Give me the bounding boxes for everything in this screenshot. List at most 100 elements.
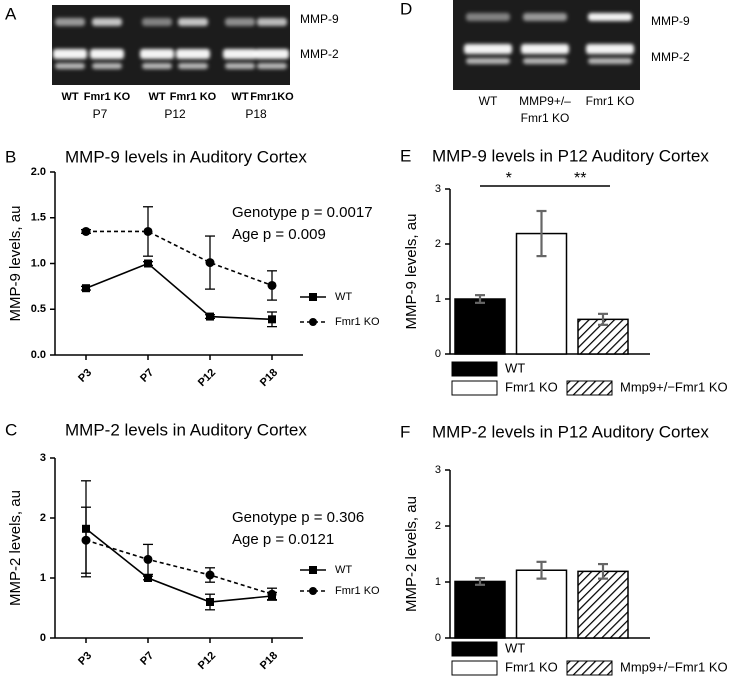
lane-label: Fmr1KO [250,91,294,103]
data-point [206,312,214,321]
y-tick-label: 3 [435,183,441,195]
gel-background [52,5,290,85]
lane-label: WT [61,91,78,103]
annotation: Age p = 0.009 [232,226,326,243]
legend-swatch [451,380,498,396]
data-point [81,226,91,236]
series-line [85,262,273,321]
data-point [81,535,91,545]
gel-band [466,58,510,64]
panel-letter: A [5,4,17,23]
annotation: Genotype p = 0.0017 [232,204,373,221]
panel-letter: E [400,146,411,165]
lane-label: WT [148,91,165,103]
y-axis-label: MMP-2 levels, au [7,490,24,606]
x-tick-label: P7 [138,650,156,668]
annotation: Age p = 0.0121 [232,531,334,548]
gel-band [586,44,634,54]
gel-band [53,49,87,59]
series-line [85,528,273,603]
band-label: MMP-9 [300,12,339,26]
y-tick-label: 2 [40,512,46,524]
series-line [85,539,273,595]
legend-label: Fmr1 KO [505,379,558,394]
legend-swatch [566,660,613,676]
y-tick-label: 1 [435,576,441,588]
legend-label: Fmr1 KO [335,585,380,597]
lane-label: Fmr1 KO [521,111,570,125]
gel-band [523,13,567,21]
bar [515,569,568,639]
data-point [143,554,153,564]
legend-marker [309,587,317,595]
x-tick-label: P12 [196,367,218,389]
gel-band [521,44,569,54]
legend-marker [309,566,317,574]
chart-title: MMP-9 levels in P12 Auditory Cortex [432,146,709,165]
y-tick-label: 3 [435,464,441,476]
legend-label: WT [335,564,352,576]
legend-label: Mmp9+/−Fmr1 KO [620,659,728,674]
band-label: MMP-2 [300,47,339,61]
y-axis-label: MMP-9 levels, au [7,206,24,322]
gel-band [92,18,122,26]
y-tick-label: 2 [435,238,441,250]
y-tick-label: 1 [40,572,46,584]
group-label: P18 [245,107,267,121]
legend-label: Fmr1 KO [505,659,558,674]
data-point [144,574,152,582]
chart-title: MMP-2 levels in P12 Auditory Cortex [432,422,709,441]
data-point [206,598,214,606]
legend-label: Mmp9+/−Fmr1 KO [620,379,728,394]
chart-title: MMP-9 levels in Auditory Cortex [65,147,307,166]
gel-band [588,13,632,21]
data-point [144,259,152,268]
gel-bands [464,13,634,64]
gel-band [464,44,512,54]
gel-band [223,49,257,59]
gel-band [142,18,172,26]
y-tick-label: 1.5 [31,212,46,224]
y-tick-label: 0 [435,632,441,644]
x-tick-label: P3 [76,650,94,668]
y-tick-label: 1 [435,293,441,305]
y-tick-label: 3 [40,452,46,464]
data-point [267,589,277,599]
gel-band [90,49,124,59]
gel-band [523,58,567,64]
chart-title: MMP-2 levels in Auditory Cortex [65,420,307,439]
gel-band [257,63,287,69]
legend-swatch [566,380,613,396]
data-point [205,570,215,580]
legend-label: Fmr1 KO [335,316,380,328]
legend-label: WT [505,640,525,655]
gel-band [178,63,208,69]
annotation: Genotype p = 0.306 [232,509,364,526]
lane-label: WT [231,91,248,103]
bar [577,570,629,639]
gel-band [466,13,510,21]
y-tick-label: 2 [435,520,441,532]
gel-band [55,63,85,69]
lane-label: MMP9+/– [519,94,571,108]
gel-band [140,49,174,59]
y-tick-label: 0.5 [31,303,46,315]
legend-swatch [451,361,498,377]
band-label: MMP-9 [651,14,690,28]
y-axis-label: MMP-2 levels, au [403,496,420,612]
significance-label: * [506,170,512,187]
band-label: MMP-2 [651,50,690,64]
x-tick-label: P18 [258,367,280,389]
data-point [82,284,90,293]
panel-letter: B [5,147,16,166]
legend-marker [309,318,317,326]
legend-swatch [451,641,498,657]
x-tick-label: P18 [258,650,280,672]
bar [454,298,506,355]
data-point [268,315,276,324]
lane-label: Fmr1 KO [84,91,131,103]
data-point [267,280,277,290]
series-line [86,230,273,287]
group-label: P12 [164,107,186,121]
